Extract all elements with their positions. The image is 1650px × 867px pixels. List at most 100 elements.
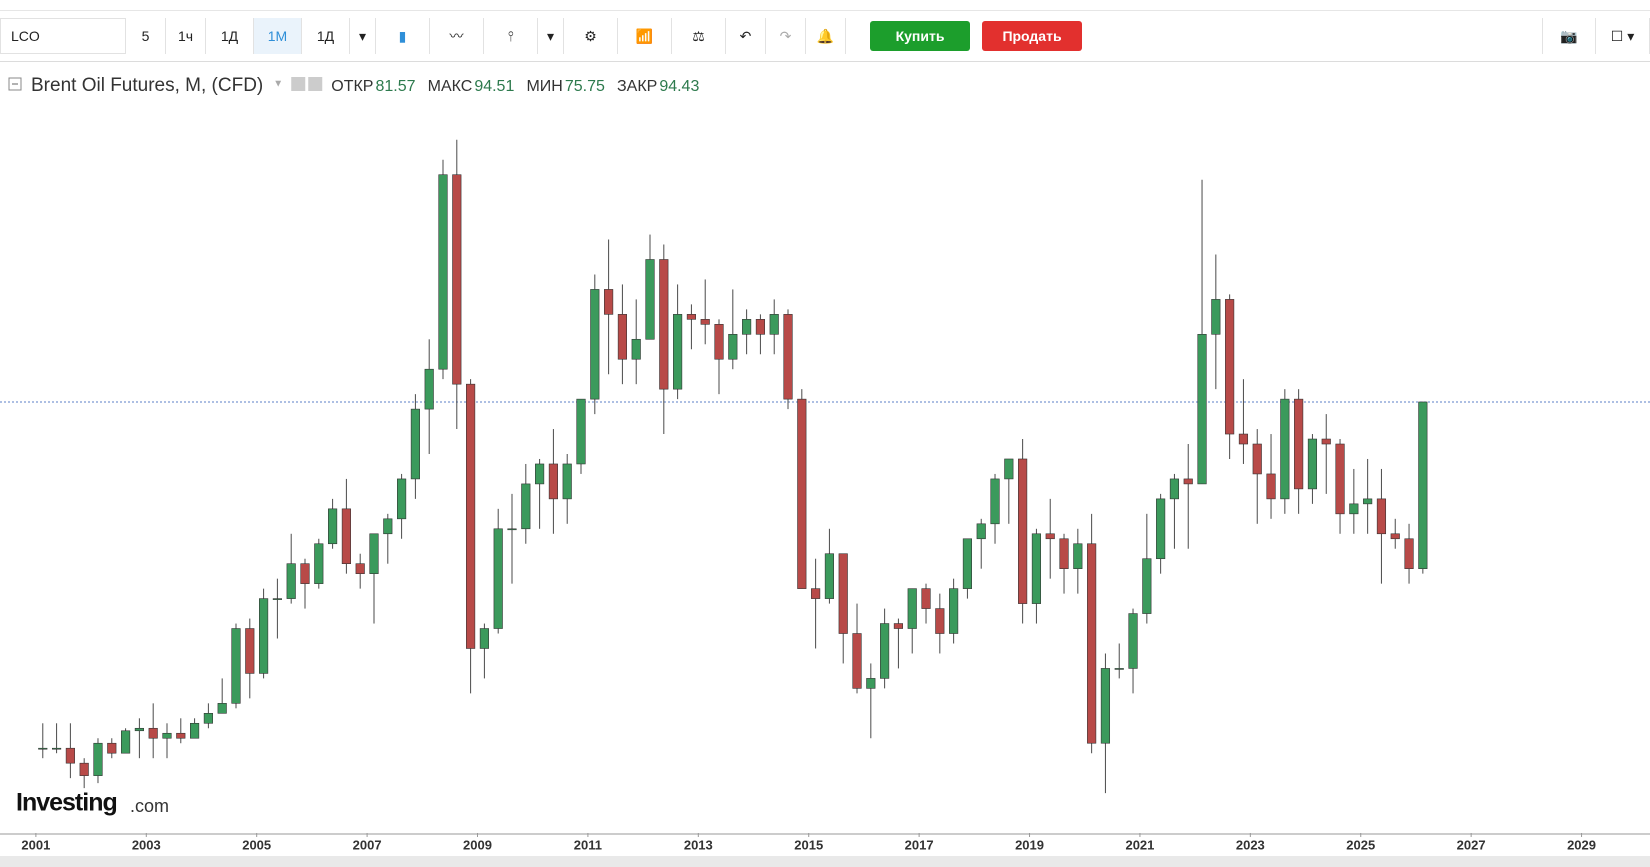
- candle-body: [259, 598, 269, 674]
- candle-body: [755, 319, 765, 335]
- toolbar: LCO 5 1ч 1Д 1М 1Д ▾ ▮ 〰 ⫯ ▾ ⚙ 📶 ⚖ ↶ ↷ 🔔 …: [0, 10, 1650, 62]
- candle-body: [590, 289, 600, 400]
- candle-body: [1004, 458, 1014, 480]
- interval-button[interactable]: 1Д: [206, 18, 254, 54]
- undo-button[interactable]: ↶: [726, 18, 766, 54]
- x-tick-label: 2019: [1015, 837, 1044, 852]
- settings-button[interactable]: ⚙: [564, 18, 618, 54]
- candle-body: [562, 463, 572, 500]
- candle-body: [245, 628, 255, 674]
- candle-body: [93, 742, 103, 776]
- candle-body: [686, 314, 696, 320]
- candle-body: [1031, 533, 1042, 604]
- candle-body: [1390, 533, 1400, 540]
- candle-body: [424, 368, 434, 410]
- candle-body: [714, 324, 724, 360]
- candle-body: [79, 762, 89, 776]
- candle-body: [811, 588, 821, 599]
- candle-body: [1252, 443, 1262, 475]
- drawing-button[interactable]: ⫯: [484, 18, 538, 54]
- candle-body: [134, 727, 144, 732]
- symbol-input[interactable]: LCO: [0, 18, 126, 54]
- x-tick-label: 2025: [1346, 837, 1375, 852]
- candle-body: [1183, 478, 1193, 485]
- x-tick-label: 2001: [21, 837, 50, 852]
- interval-button[interactable]: 1М: [254, 18, 302, 54]
- candle-body: [742, 319, 752, 335]
- candle-body: [1335, 443, 1345, 515]
- candle-body: [1280, 398, 1290, 500]
- x-tick-label: 2021: [1125, 837, 1154, 852]
- gear-icon: [308, 77, 323, 91]
- x-tick-label: 2029: [1567, 837, 1596, 852]
- ohlc-value: 94.43: [659, 78, 699, 95]
- candle-body: [148, 727, 158, 739]
- candle-body: [493, 528, 503, 629]
- candle-body: [604, 289, 614, 315]
- logo-suffix: .com: [130, 796, 169, 816]
- sell-button[interactable]: Продать: [982, 21, 1082, 51]
- candle-body: [38, 747, 48, 750]
- buy-button[interactable]: Купить: [870, 21, 970, 51]
- x-tick-label: 2003: [132, 837, 161, 852]
- screenshot-button[interactable]: 📷: [1542, 18, 1596, 54]
- candle-body: [1404, 538, 1414, 569]
- ohlc-value: 94.51: [474, 78, 514, 95]
- candle-body: [107, 742, 117, 754]
- candle-body: [1114, 668, 1124, 670]
- x-tick-label: 2015: [794, 837, 823, 852]
- ohlc-value: 75.75: [565, 78, 605, 95]
- candle-body: [1156, 498, 1166, 560]
- candle-body: [1225, 299, 1235, 435]
- alert-button[interactable]: 🔔: [806, 18, 846, 54]
- compare-button[interactable]: ⚖: [672, 18, 726, 54]
- ohlc-legend: ▼ ОТКР 81.57 МАКС 94.51 МИН 75.75 ЗАКР 94.43: [273, 77, 699, 95]
- candle-body: [1418, 401, 1428, 569]
- collapse-box[interactable]: [8, 77, 22, 91]
- candle-body: [907, 588, 917, 629]
- ohlc-label: ЗАКР: [617, 78, 657, 95]
- redo-button[interactable]: ↷: [766, 18, 806, 54]
- candle-body: [976, 523, 986, 540]
- candle-body: [521, 483, 531, 530]
- candle-body: [921, 588, 931, 609]
- candle-body: [659, 259, 669, 390]
- chart-title: Brent Oil Futures, M, (CFD): [31, 75, 263, 96]
- dropdown[interactable]: ▾: [350, 18, 376, 54]
- candle-body: [769, 314, 779, 335]
- interval-button[interactable]: 1ч: [166, 18, 206, 54]
- candle-body: [548, 463, 558, 500]
- logo-brand: Investing: [16, 789, 117, 817]
- candle-body: [866, 678, 876, 689]
- candle-body: [314, 543, 324, 584]
- x-tick-label: 2023: [1236, 837, 1265, 852]
- x-tick-label: 2027: [1457, 837, 1486, 852]
- x-tick-label: 2013: [684, 837, 713, 852]
- interval-button[interactable]: 5: [126, 18, 166, 54]
- candle-body: [1045, 533, 1055, 540]
- candle-body: [617, 314, 627, 360]
- candle-body: [1376, 498, 1387, 535]
- candle-body: [535, 463, 545, 485]
- candle-body: [852, 633, 862, 689]
- candle-body: [341, 508, 351, 565]
- studies-button[interactable]: 📶: [618, 18, 672, 54]
- x-tick-label: 2009: [463, 837, 492, 852]
- candle-type-button[interactable]: ▮: [376, 18, 430, 54]
- bottom-strip: [0, 856, 1650, 867]
- candle-body: [1238, 433, 1249, 445]
- indicator-button[interactable]: 〰: [430, 18, 484, 54]
- candle-body: [673, 314, 683, 390]
- dropdown[interactable]: ▾: [538, 18, 564, 54]
- x-tick-label: 2007: [353, 837, 382, 852]
- candle-body: [631, 338, 641, 360]
- candle-body: [162, 732, 172, 739]
- layout-button[interactable]: ☐ ▾: [1596, 18, 1650, 54]
- candle-body: [1169, 478, 1180, 500]
- candle-body: [203, 713, 213, 724]
- candle-body: [949, 588, 959, 634]
- candle-body: [328, 508, 338, 545]
- ohlc-value: 81.57: [375, 78, 415, 95]
- interval-button[interactable]: 1Д: [302, 18, 350, 54]
